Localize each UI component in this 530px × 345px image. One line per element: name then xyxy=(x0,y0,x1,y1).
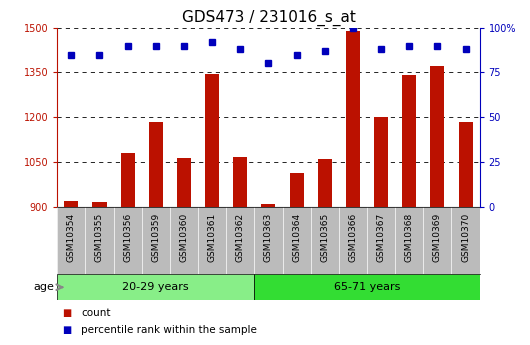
Text: count: count xyxy=(81,308,111,318)
Text: GSM10361: GSM10361 xyxy=(208,213,217,262)
Text: percentile rank within the sample: percentile rank within the sample xyxy=(81,325,257,335)
Text: ■: ■ xyxy=(63,325,72,335)
Bar xyxy=(261,204,276,207)
Bar xyxy=(92,201,107,207)
Text: GSM10355: GSM10355 xyxy=(95,213,104,262)
Text: GSM10365: GSM10365 xyxy=(320,213,329,262)
Bar xyxy=(233,157,248,207)
Bar xyxy=(317,159,332,207)
Text: age: age xyxy=(34,282,55,292)
Bar xyxy=(346,31,360,207)
Text: GSM10369: GSM10369 xyxy=(433,213,442,262)
Text: GSM10367: GSM10367 xyxy=(377,213,386,262)
Text: 65-71 years: 65-71 years xyxy=(334,282,400,292)
Bar xyxy=(177,158,191,207)
Text: GSM10362: GSM10362 xyxy=(236,213,245,262)
Text: GSM10368: GSM10368 xyxy=(405,213,414,262)
Text: GSM10359: GSM10359 xyxy=(151,213,160,262)
Text: GSM10366: GSM10366 xyxy=(348,213,357,262)
Text: GSM10364: GSM10364 xyxy=(292,213,301,262)
Bar xyxy=(430,67,445,207)
Bar xyxy=(254,274,480,300)
Bar xyxy=(205,74,219,207)
Bar xyxy=(121,153,135,207)
Bar xyxy=(57,274,254,300)
Bar xyxy=(458,122,473,207)
Bar xyxy=(374,117,388,207)
Text: GSM10356: GSM10356 xyxy=(123,213,132,262)
Bar xyxy=(64,201,78,207)
Text: GSM10360: GSM10360 xyxy=(180,213,189,262)
Text: GSM10354: GSM10354 xyxy=(67,213,76,262)
Text: 20-29 years: 20-29 years xyxy=(122,282,189,292)
Bar xyxy=(149,122,163,207)
Text: GSM10370: GSM10370 xyxy=(461,213,470,262)
Bar xyxy=(402,76,416,207)
Bar xyxy=(289,172,304,207)
Text: ■: ■ xyxy=(63,308,72,318)
Title: GDS473 / 231016_s_at: GDS473 / 231016_s_at xyxy=(181,10,356,26)
Text: GSM10363: GSM10363 xyxy=(264,213,273,262)
